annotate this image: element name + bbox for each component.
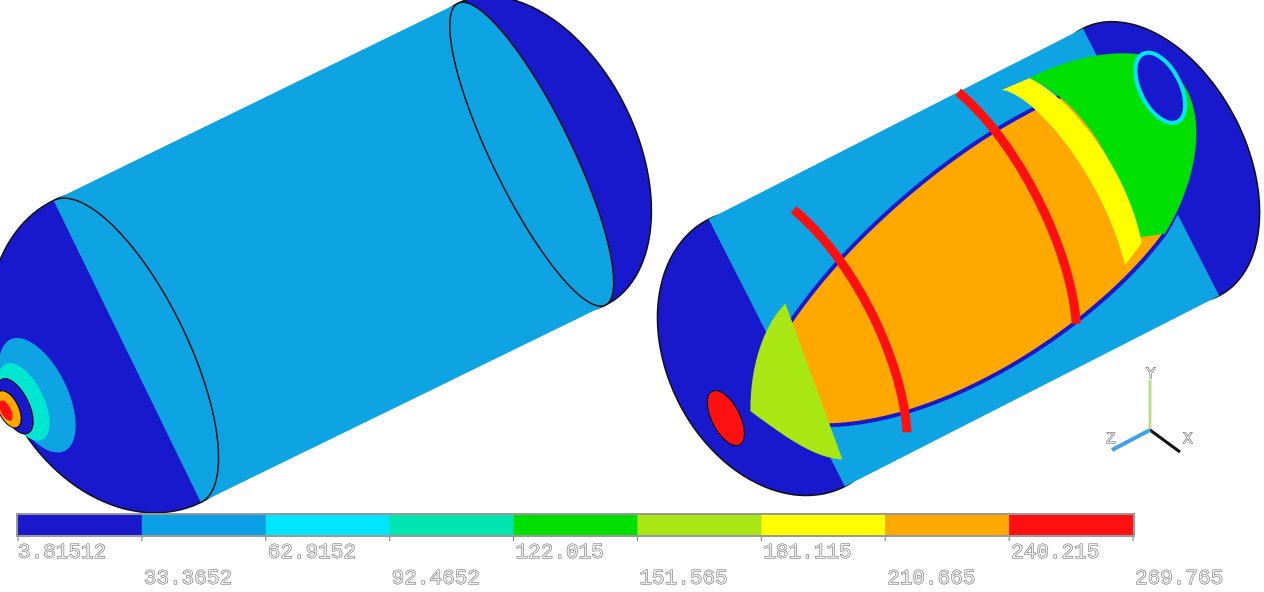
legend-swatch: [1009, 515, 1133, 535]
legend-swatch: [637, 515, 761, 535]
legend-label: 269.765: [1135, 568, 1223, 591]
legend-swatch: [266, 515, 390, 535]
axis-x-label: X: [1183, 430, 1193, 448]
legend-swatch: [761, 515, 885, 535]
legend-label: 33.3652: [144, 568, 232, 591]
legend-swatch: [18, 515, 142, 535]
legend-label: 3.81512: [18, 542, 106, 565]
axis-triad: Y X Z: [1106, 365, 1193, 452]
legend-swatch: [142, 515, 266, 535]
legend-swatch: [514, 515, 638, 535]
left-tank: [0, 0, 700, 565]
legend-label: 92.4652: [392, 568, 480, 591]
legend-label: 240.215: [1011, 542, 1099, 565]
legend-label: 210.665: [887, 568, 975, 591]
legend-swatch: [885, 515, 1009, 535]
legend-label: 181.115: [763, 542, 851, 565]
legend-label: 151.565: [639, 568, 727, 591]
legend-label: 62.9152: [268, 542, 356, 565]
legend: 3.81512 33.3652 62.9152 92.4652 122.015 151.5…: [18, 515, 1223, 591]
right-tank: [611, 0, 1264, 536]
axis-y-label: Y: [1146, 365, 1156, 383]
axis-z-label: Z: [1106, 430, 1116, 448]
legend-swatch: [390, 515, 514, 535]
legend-label: 122.015: [516, 542, 604, 565]
screen: Y X Z 3.81512 33.3652 62.9152 92.4652 122.01…: [0, 0, 1264, 592]
